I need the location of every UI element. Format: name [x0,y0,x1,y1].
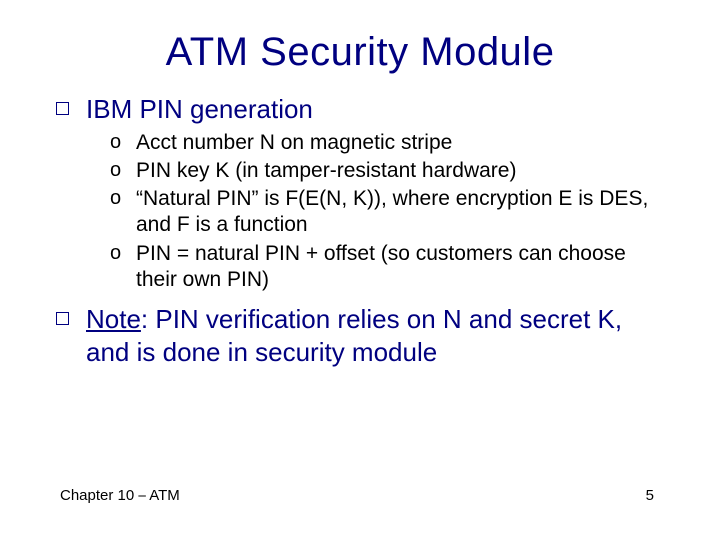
sub-natural-pin: “Natural PIN” is F(E(N, K)), where encry… [86,186,670,239]
sub-pin-key: PIN key K (in tamper-resistant hardware) [86,158,670,184]
bullet-list-level2: Acct number N on magnetic stripe PIN key… [86,130,670,294]
slide: ATM Security Module IBM PIN generation A… [0,0,720,540]
bullet-list-level1: IBM PIN generation Acct number N on magn… [50,93,670,368]
sub-pin-offset: PIN = natural PIN + offset (so customers… [86,241,670,294]
footer-page-number: 5 [646,487,654,504]
note-label: Note [86,304,141,334]
sub-acct-number: Acct number N on magnetic stripe [86,130,670,156]
note-rest: : PIN verification relies on N and secre… [86,304,622,367]
footer-chapter: Chapter 10 ⎯ ATM [60,487,180,504]
bullet-ibm-pin-generation: IBM PIN generation Acct number N on magn… [50,93,670,293]
slide-title: ATM Security Module [50,30,670,75]
bullet1-heading: IBM PIN generation [86,94,313,124]
bullet-note: Note: PIN verification relies on N and s… [50,303,670,368]
